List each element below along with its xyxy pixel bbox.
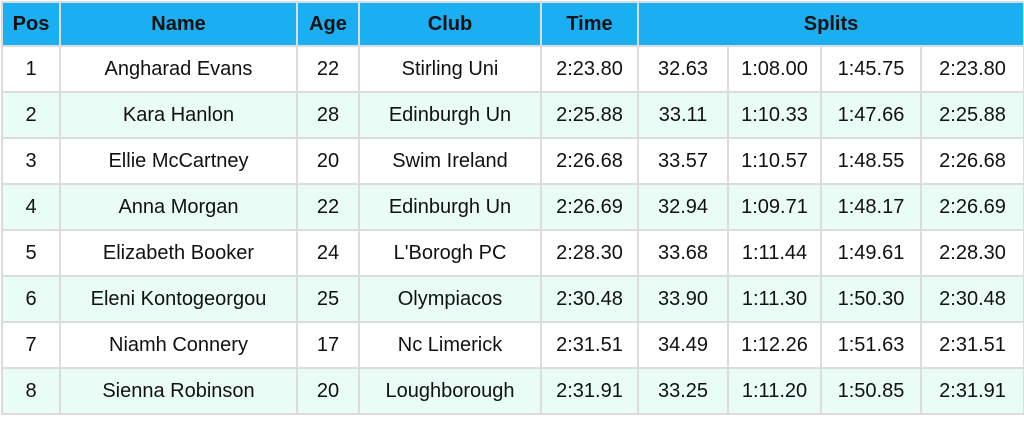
table-cell: 1:49.61 <box>820 229 922 277</box>
table-cell: L'Borogh PC <box>358 229 542 277</box>
table-cell: 33.11 <box>637 91 729 139</box>
header-cell: Time <box>540 1 639 47</box>
table-row: 8 Sienna Robinson 20 Loughborough 2:31.91 33.… <box>1 367 1024 415</box>
table-cell: Nc Limerick <box>358 321 542 369</box>
table-cell: 7 <box>1 321 61 369</box>
table-cell: 1:11.44 <box>727 229 822 277</box>
table-cell: 32.63 <box>637 45 729 93</box>
table-cell: 2:23.80 <box>919 45 1024 93</box>
table-row: 4 Anna Morgan 22 Edinburgh Un 2:26.69 32.94 1:… <box>1 183 1024 231</box>
table-cell: 22 <box>296 45 360 93</box>
table-cell: Stirling Uni <box>358 45 542 93</box>
table-cell: Swim Ireland <box>358 137 542 185</box>
header-row: Pos Name Age Club Time Splits <box>1 1 1024 47</box>
table-row: 7 Niamh Connery 17 Nc Limerick 2:31.51 34.49 1… <box>1 321 1024 369</box>
table-cell: 2:23.80 <box>540 45 639 93</box>
table-cell: 1:10.33 <box>727 91 822 139</box>
header-cell: Name <box>59 1 298 47</box>
table-cell: 2:31.91 <box>540 367 639 415</box>
table-cell: 2:30.48 <box>919 275 1024 323</box>
table-cell: 4 <box>1 183 61 231</box>
table-cell: 24 <box>296 229 360 277</box>
table-cell: 1:12.26 <box>727 321 822 369</box>
table-cell: 6 <box>1 275 61 323</box>
header-cell: Pos <box>1 1 61 47</box>
table-cell: Loughborough <box>358 367 542 415</box>
table-cell: 1:50.30 <box>820 275 922 323</box>
header-cell: Splits <box>636 1 1024 47</box>
header-cell: Club <box>358 1 542 47</box>
table-cell: 5 <box>1 229 61 277</box>
table-cell: 25 <box>296 275 360 323</box>
table-cell: 1:50.85 <box>820 367 922 415</box>
table-cell: 20 <box>296 137 360 185</box>
table-cell: Kara Hanlon <box>59 91 298 139</box>
table-cell: Niamh Connery <box>59 321 298 369</box>
table-row: 6 Eleni Kontogeorgou 25 Olympiacos 2:30.48 33… <box>1 275 1024 323</box>
table-cell: 33.57 <box>637 137 729 185</box>
table-cell: 17 <box>296 321 360 369</box>
table-cell: 2:31.51 <box>919 321 1024 369</box>
table-cell: 20 <box>296 367 360 415</box>
table-cell: 2:30.48 <box>540 275 639 323</box>
table-cell: Olympiacos <box>358 275 542 323</box>
table-row: 3 Ellie McCartney 20 Swim Ireland 2:26.68 33.… <box>1 137 1024 185</box>
table-cell: 28 <box>296 91 360 139</box>
table-cell: 1:10.57 <box>727 137 822 185</box>
table-cell: Eleni Kontogeorgou <box>59 275 298 323</box>
header-cell: Age <box>296 1 360 47</box>
table-cell: Elizabeth Booker <box>59 229 298 277</box>
table-cell: 33.25 <box>637 367 729 415</box>
table-cell: 3 <box>1 137 61 185</box>
table-cell: 1 <box>1 45 61 93</box>
table-cell: 33.68 <box>637 229 729 277</box>
table-cell: 2:25.88 <box>540 91 639 139</box>
table-cell: 1:47.66 <box>820 91 922 139</box>
results-table: Pos Name Age Club Time Splits 1 Angharad Evans… <box>1 1 1024 415</box>
table-cell: 2:31.51 <box>540 321 639 369</box>
table-row: 1 Angharad Evans 22 Stirling Uni 2:23.80 32.6… <box>1 45 1024 93</box>
table-cell: 1:45.75 <box>820 45 922 93</box>
table-row: 5 Elizabeth Booker 24 L'Borogh PC 2:28.30 33.… <box>1 229 1024 277</box>
table-cell: 1:48.17 <box>820 183 922 231</box>
table-cell: Ellie McCartney <box>59 137 298 185</box>
table-cell: 2:31.91 <box>919 367 1024 415</box>
table-cell: 22 <box>296 183 360 231</box>
table-cell: 32.94 <box>637 183 729 231</box>
table-cell: 2 <box>1 91 61 139</box>
table-cell: 1:08.00 <box>727 45 822 93</box>
table-cell: 2:26.68 <box>919 137 1024 185</box>
table-cell: 2:26.69 <box>540 183 639 231</box>
table-cell: Angharad Evans <box>59 45 298 93</box>
table-cell: 33.90 <box>637 275 729 323</box>
table-cell: 1:11.30 <box>727 275 822 323</box>
table-cell: 2:26.69 <box>919 183 1024 231</box>
table-cell: 2:25.88 <box>919 91 1024 139</box>
table-row: 2 Kara Hanlon 28 Edinburgh Un 2:25.88 33.11 1:… <box>1 91 1024 139</box>
table-cell: Sienna Robinson <box>59 367 298 415</box>
table-cell: 1:11.20 <box>727 367 822 415</box>
table-cell: 2:26.68 <box>540 137 639 185</box>
table-cell: 8 <box>1 367 61 415</box>
table-body: 1 Angharad Evans 22 Stirling Uni 2:23.80 32.6… <box>1 45 1024 415</box>
table-cell: Edinburgh Un <box>358 183 542 231</box>
table-cell: 2:28.30 <box>540 229 639 277</box>
table-cell: Edinburgh Un <box>358 91 542 139</box>
table-cell: 34.49 <box>637 321 729 369</box>
table-cell: 1:09.71 <box>727 183 822 231</box>
table-cell: 2:28.30 <box>919 229 1024 277</box>
table-cell: 1:51.63 <box>820 321 922 369</box>
table-cell: 1:48.55 <box>820 137 922 185</box>
table-cell: Anna Morgan <box>59 183 298 231</box>
